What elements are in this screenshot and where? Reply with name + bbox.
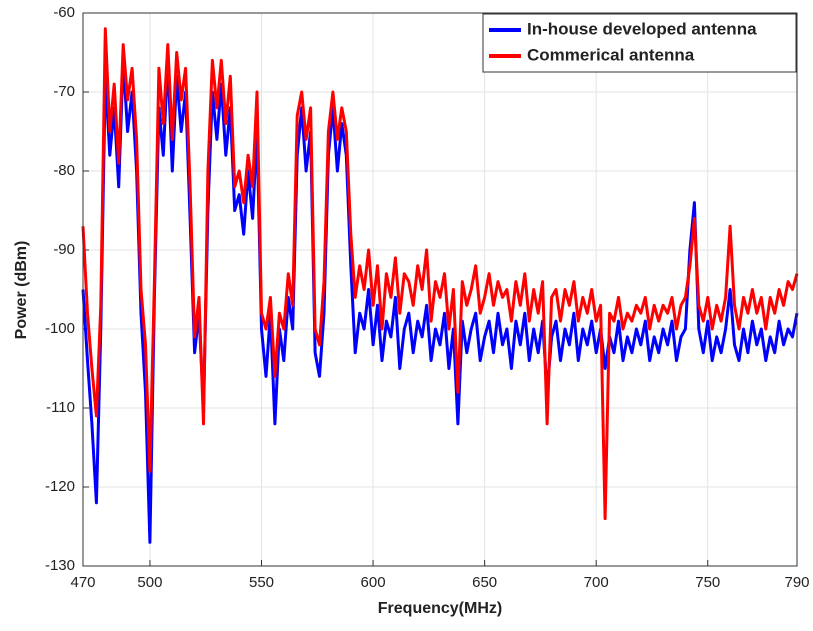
x-axis-label: Frequency(MHz): [378, 600, 502, 617]
series-line: [81, 27, 799, 521]
x-tick-label: 600: [361, 574, 386, 591]
x-tick-label: 790: [784, 574, 809, 591]
y-tick-label: -130: [45, 557, 75, 574]
legend-label: In-house developed antenna: [527, 19, 757, 38]
x-tick-label: 470: [70, 574, 95, 591]
x-tick-label: 750: [695, 574, 720, 591]
x-tick-label: 650: [472, 574, 497, 591]
y-axis-label: Power (dBm): [13, 241, 30, 340]
y-tick-label: -110: [46, 399, 75, 416]
y-tick-label: -60: [53, 4, 75, 21]
x-tick-label: 500: [137, 574, 162, 591]
plot-frame: [82, 12, 798, 567]
y-tick-label: -80: [53, 162, 75, 179]
x-tick-label: 700: [584, 574, 609, 591]
y-tick-label: -100: [45, 320, 75, 337]
y-tick-label: -90: [53, 241, 75, 258]
x-tick-label: 550: [249, 574, 274, 591]
y-tick-label: -120: [45, 478, 75, 495]
legend-box: [482, 13, 797, 73]
series-line: [81, 58, 799, 544]
legend-label: Commerical antenna: [527, 45, 695, 64]
y-tick-label: -70: [53, 83, 75, 100]
